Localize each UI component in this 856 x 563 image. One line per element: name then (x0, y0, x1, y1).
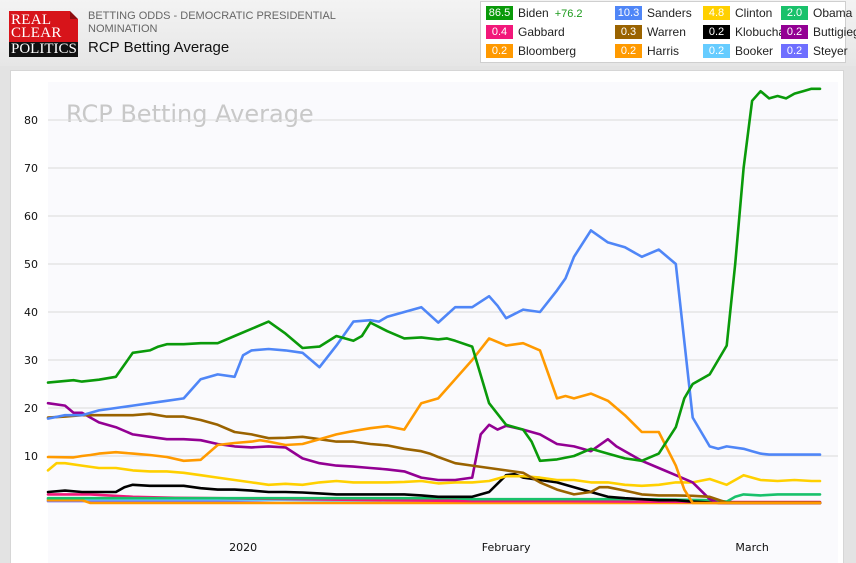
y-tick-label: 30 (24, 354, 38, 367)
series-line-biden (46, 87, 822, 463)
y-tick-label: 10 (24, 450, 38, 463)
page-title: RCP Betting Average (88, 39, 230, 56)
y-tick-label: 40 (24, 306, 38, 319)
legend: 86.5 Biden +76.2 10.3 Sanders 4.8 Clinton 2.0 Ob… (480, 1, 856, 63)
legend-value-badge: 2.0 (781, 6, 808, 20)
legend-label: Biden (518, 6, 549, 20)
legend-value-badge: 0.3 (615, 25, 642, 39)
legend-label: Harris (647, 44, 679, 58)
legend-label: Klobuchar (735, 25, 790, 39)
logo-line-3: POLITICS (11, 41, 77, 57)
legend-label: Steyer (813, 44, 848, 58)
legend-item-harris[interactable]: 0.2 Harris (615, 44, 679, 59)
header: REAL CLEAR POLITICS BETTING ODDS - DEMOC… (0, 0, 856, 66)
legend-item-buttigieg[interactable]: 0.2 Buttigieg (781, 25, 856, 40)
series-line-clinton (46, 461, 822, 488)
page-subtitle: BETTING ODDS - DEMOCRATIC PRESIDENTIAL N… (88, 10, 336, 35)
legend-label: Warren (647, 25, 686, 39)
legend-item-clinton[interactable]: 4.8 Clinton (703, 6, 772, 21)
legend-item-bloomberg[interactable]: 0.2 Bloomberg (486, 44, 576, 59)
legend-item-biden[interactable]: 86.5 Biden +76.2 (486, 6, 583, 21)
y-tick-label: 70 (24, 162, 38, 175)
legend-item-gabbard[interactable]: 0.4 Gabbard (486, 25, 565, 40)
logo-red-block (9, 11, 78, 42)
legend-item-booker[interactable]: 0.2 Booker (703, 44, 773, 59)
series-line-sanders (46, 229, 822, 456)
y-tick-label: 80 (24, 114, 38, 127)
logo-line-2: CLEAR (11, 25, 62, 41)
legend-value-badge: 0.2 (781, 25, 808, 39)
legend-label: Bloomberg (518, 44, 577, 58)
legend-change: +76.2 (554, 8, 583, 20)
legend-label: Sanders (647, 6, 692, 20)
legend-item-obama[interactable]: 2.0 Obama (781, 6, 852, 21)
legend-value-badge: 0.4 (486, 25, 513, 39)
legend-value-badge: 0.2 (703, 25, 730, 39)
y-tick-label: 60 (24, 210, 38, 223)
series-line-warren (46, 412, 822, 504)
x-tick-label: March (735, 541, 769, 554)
legend-item-steyer[interactable]: 0.2 Steyer (781, 44, 848, 59)
legend-value-badge: 0.2 (486, 44, 513, 58)
series-line-buttigieg (46, 401, 822, 505)
legend-label: Booker (735, 44, 774, 58)
y-tick-label: 50 (24, 258, 38, 271)
legend-value-badge: 0.2 (703, 44, 730, 58)
legend-value-badge: 0.2 (781, 44, 808, 58)
legend-label: Gabbard (518, 25, 565, 39)
legend-value-badge: 10.3 (615, 6, 642, 20)
legend-item-klobuchar[interactable]: 0.2 Klobuchar (703, 25, 789, 40)
legend-value-badge: 4.8 (703, 6, 730, 20)
scrollbar[interactable] (845, 70, 856, 563)
legend-value-badge: 86.5 (486, 6, 513, 20)
plot-area (48, 82, 838, 563)
legend-label: Clinton (735, 6, 773, 20)
logo-fold (70, 11, 78, 19)
x-tick-label: February (482, 541, 531, 554)
chart-watermark-title: RCP Betting Average (66, 100, 314, 128)
series-line-harris (46, 337, 822, 505)
y-tick-label: 20 (24, 402, 38, 415)
logo-line-1: REAL (11, 12, 52, 28)
legend-label: Buttigieg (813, 25, 856, 39)
legend-value-badge: 0.2 (615, 44, 642, 58)
x-tick-label: 2020 (229, 541, 257, 554)
legend-item-warren[interactable]: 0.3 Warren (615, 25, 686, 40)
legend-label: Obama (813, 6, 853, 20)
series-line-gabbard (46, 493, 822, 504)
logo-black-block (9, 42, 78, 57)
rcp-logo[interactable]: REAL CLEAR POLITICS (9, 11, 78, 57)
legend-item-sanders[interactable]: 10.3 Sanders (615, 6, 692, 21)
